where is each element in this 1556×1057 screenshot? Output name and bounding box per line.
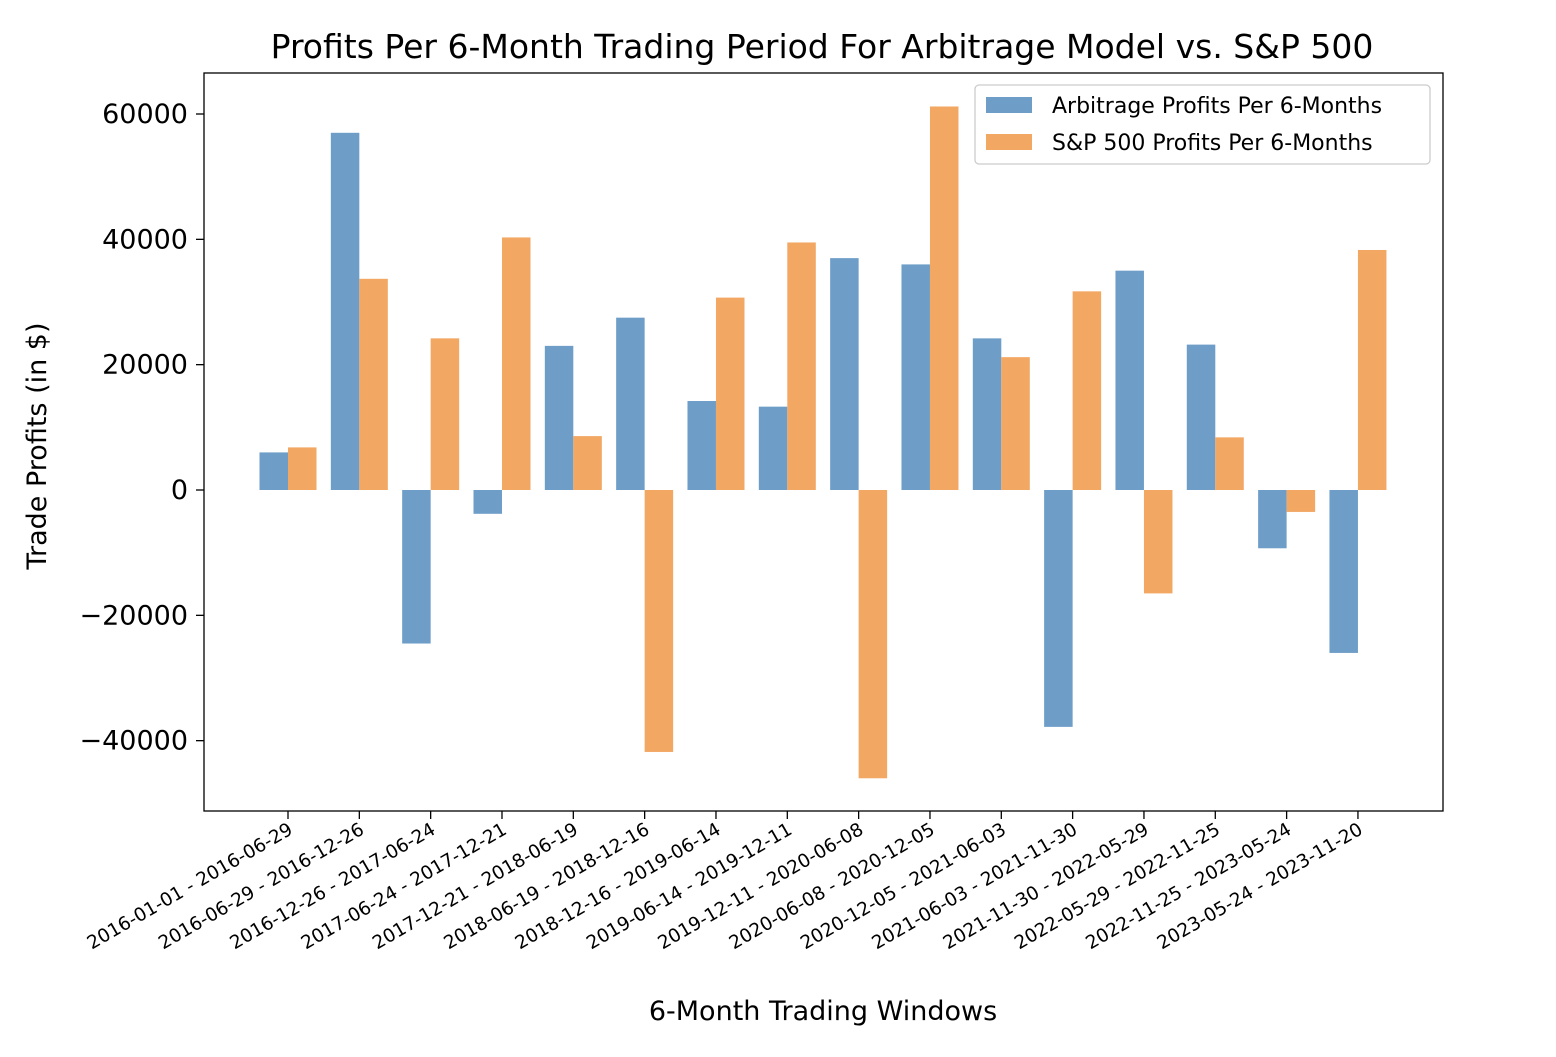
bar-arbitrage-0 [259,452,288,490]
bar-arbitrage-12 [1115,270,1144,490]
plot-area-frame [203,72,1444,812]
bar-sp500-15 [1357,249,1387,490]
bar-sp500-8 [858,490,888,779]
y-tick-label-0: 60000 [102,99,188,130]
bar-arbitrage-5 [616,317,645,490]
y-tick-label-3: 0 [171,475,188,506]
bar-sp500-12 [1143,490,1173,594]
bar-sp500-1 [359,278,388,490]
bar-arbitrage-7 [758,406,788,490]
bar-arbitrage-14 [1258,490,1287,549]
bar-sp500-7 [787,242,816,490]
bar-arbitrage-6 [687,401,716,490]
bar-sp500-0 [288,447,317,490]
bar-arbitrage-1 [330,132,360,491]
legend-swatch-arbitrage [986,97,1032,113]
x-axis-label: 6-Month Trading Windows [649,996,997,1027]
bar-sp500-2 [430,338,460,490]
legend-label-sp500: S&P 500 Profits Per 6-Months [1052,131,1373,156]
legend-box [974,84,1431,165]
bar-sp500-11 [1072,291,1102,490]
chart-title: Profits Per 6-Month Trading Period For A… [271,27,1374,66]
bar-arbitrage-8 [830,258,859,490]
bar-sp500-4 [573,436,602,490]
bar-arbitrage-9 [901,264,930,490]
bar-sp500-14 [1286,490,1316,512]
bar-arbitrage-13 [1186,344,1216,490]
bar-sp500-6 [715,297,745,490]
y-tick-label-5: −40000 [79,726,188,757]
legend-label-arbitrage: Arbitrage Profits Per 6-Months [1052,94,1382,119]
bar-arbitrage-15 [1329,490,1358,653]
bars-layer [259,106,1387,779]
y-tick-label-2: 20000 [102,350,188,381]
bar-sp500-3 [501,237,531,490]
bar-sp500-13 [1215,437,1244,490]
legend-swatch-sp500 [986,134,1032,150]
bar-sp500-5 [644,490,674,752]
bar-arbitrage-10 [972,338,1002,490]
y-tick-label-4: −20000 [79,600,188,631]
bar-sp500-10 [1001,357,1030,490]
legend: Arbitrage Profits Per 6-Months S&P 500 P… [974,84,1431,165]
bar-sp500-9 [929,106,959,490]
bar-arbitrage-11 [1044,490,1073,727]
bar-arbitrage-2 [402,490,431,644]
bar-arbitrage-3 [473,490,502,514]
y-axis-label: Trade Profits (in $) [22,322,53,570]
y-tick-label-1: 40000 [102,224,188,255]
bar-arbitrage-4 [544,345,574,490]
